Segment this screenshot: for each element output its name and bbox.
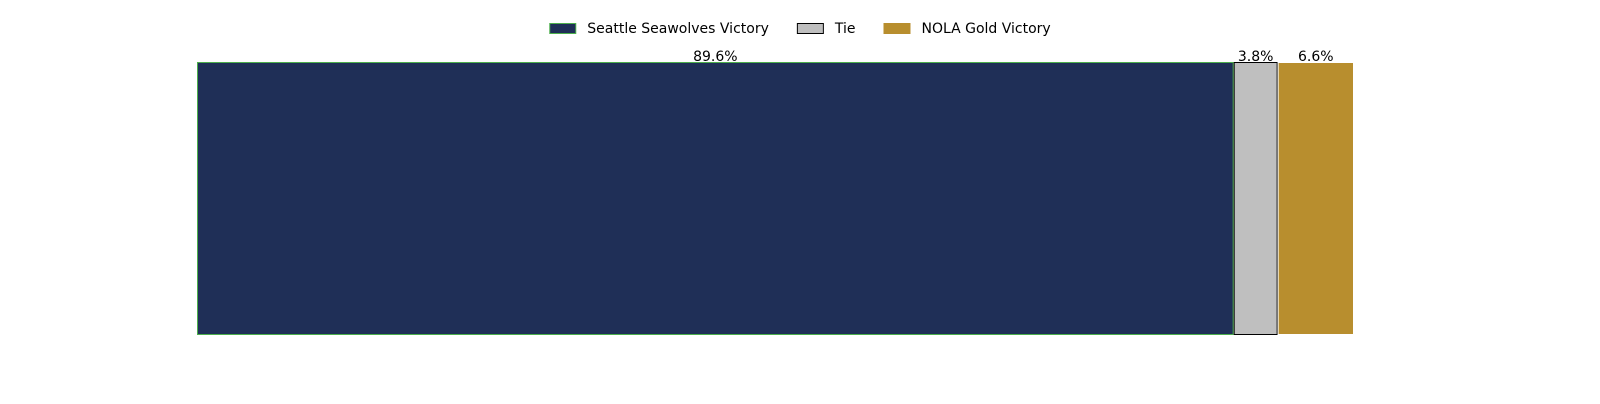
bar-segment-0 <box>197 62 1234 335</box>
legend-swatch-0 <box>549 23 577 34</box>
bar-value-label-1: 3.8% <box>1238 49 1274 65</box>
legend-item-0: Seattle Seawolves Victory <box>549 21 769 37</box>
legend-swatch-2 <box>883 23 911 34</box>
legend-swatch-1 <box>796 23 824 34</box>
legend-label-2: NOLA Gold Victory <box>921 21 1050 37</box>
legend-label-0: Seattle Seawolves Victory <box>587 21 769 37</box>
legend-label-1: Tie <box>834 21 856 37</box>
legend-item-2: NOLA Gold Victory <box>883 21 1051 37</box>
bar-value-label-0: 89.6% <box>693 49 737 65</box>
legend: Seattle Seawolves Victory Tie NOLA Gold Vi… <box>549 21 1051 37</box>
bar-value-label-2: 6.6% <box>1298 49 1334 65</box>
legend-item-1: Tie <box>796 21 856 37</box>
plot-area: 89.6% 3.8% 6.6% <box>197 49 1354 335</box>
bar-segment-1 <box>1233 62 1278 335</box>
bar-segment-2 <box>1277 62 1354 335</box>
